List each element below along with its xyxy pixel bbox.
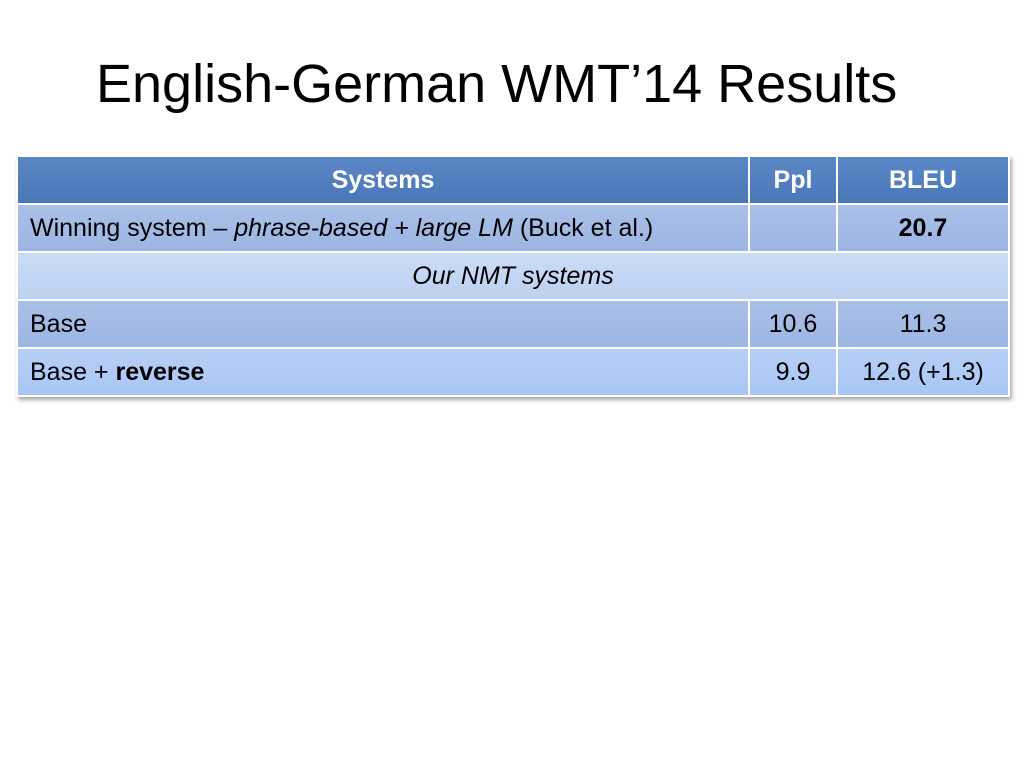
- base-reverse-bleu: 12.6 (+1.3): [836, 347, 1010, 397]
- results-table: Systems Ppl BLEU Winning system – phrase…: [16, 155, 1010, 397]
- base-reverse-keyword: reverse: [115, 357, 205, 386]
- winning-system-prefix: Winning system –: [30, 213, 235, 242]
- section-label-nmt-systems: Our NMT systems: [16, 251, 1010, 301]
- winning-system-citation: (Buck et al.): [512, 213, 654, 242]
- base-ppl: 10.6: [748, 299, 838, 349]
- base-system: Base: [16, 299, 750, 349]
- base-reverse-prefix: Base +: [30, 357, 116, 386]
- header-systems: Systems: [16, 155, 750, 205]
- base-reverse-system-cell: Base + reverse: [16, 347, 750, 397]
- winning-system-ppl: [748, 203, 838, 253]
- table-row-winning-system: Winning system – phrase-based + large LM…: [16, 203, 1010, 253]
- header-bleu: BLEU: [836, 155, 1010, 205]
- header-ppl: Ppl: [748, 155, 838, 205]
- base-reverse-ppl: 9.9: [748, 347, 838, 397]
- slide-title: English-German WMT’14 Results: [96, 54, 898, 114]
- table-row-base-reverse: Base + reverse 9.9 12.6 (+1.3): [16, 347, 1010, 397]
- winning-system-cell: Winning system – phrase-based + large LM…: [16, 203, 750, 253]
- table-row-base: Base 10.6 11.3: [16, 299, 1010, 349]
- base-bleu: 11.3: [836, 299, 1010, 349]
- winning-system-method: phrase-based + large LM: [234, 213, 513, 242]
- winning-system-bleu: 20.7: [836, 203, 1010, 253]
- table-header-row: Systems Ppl BLEU: [16, 155, 1010, 205]
- table-row-section: Our NMT systems: [16, 251, 1010, 301]
